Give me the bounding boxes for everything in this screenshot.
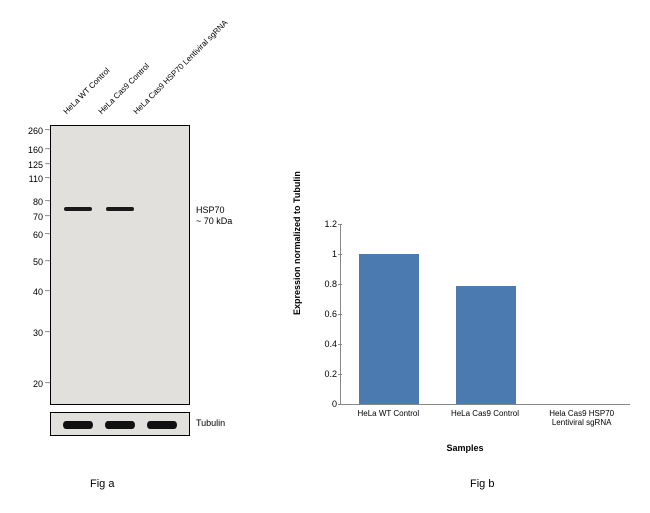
annotation-line: HSP70 — [196, 205, 232, 216]
ladder-mark: 20 — [13, 379, 43, 389]
bar-chart-figure: Expression normalized to Tubulin 00.20.4… — [300, 225, 640, 465]
x-tick-label: HeLa WT Control — [340, 409, 437, 418]
ladder-mark: 260 — [13, 126, 43, 136]
y-tick: 0.6 — [313, 309, 337, 319]
western-blot-figure: HeLa WT ControlHeLa Cas9 ControlHeLa Cas… — [10, 10, 270, 470]
figure-caption-a: Fig a — [90, 478, 114, 490]
y-tick: 0.2 — [313, 369, 337, 379]
y-tick: 1.2 — [313, 219, 337, 229]
tubulin-band-row — [51, 421, 189, 429]
ladder-mark: 110 — [13, 174, 43, 184]
chart-plot-area: 00.20.40.60.811.2 — [340, 225, 630, 405]
ladder-mark: 125 — [13, 160, 43, 170]
ladder-mark: 60 — [13, 230, 43, 240]
tubulin-label: Tubulin — [196, 418, 225, 428]
ladder-mark: 160 — [13, 145, 43, 155]
hsp70-band — [64, 207, 92, 211]
tubulin-band — [105, 421, 135, 429]
ladder-mark: 40 — [13, 287, 43, 297]
y-tick: 0.4 — [313, 339, 337, 349]
blot-membrane-tubulin — [50, 412, 190, 436]
chart-bar — [456, 286, 516, 405]
y-tick: 0.8 — [313, 279, 337, 289]
figure-caption-b: Fig b — [470, 478, 494, 490]
hsp70-band — [106, 207, 134, 211]
y-tick: 0 — [313, 399, 337, 409]
hsp70-band-row — [51, 207, 189, 211]
bars-group — [341, 224, 631, 404]
y-tick: 1 — [313, 249, 337, 259]
ladder-mark: 70 — [13, 212, 43, 222]
lane-labels-group: HeLa WT ControlHeLa Cas9 ControlHeLa Cas… — [58, 10, 208, 120]
ladder-mark: 30 — [13, 328, 43, 338]
annotation-line: ~ 70 kDa — [196, 216, 232, 227]
blot-membrane-main — [50, 125, 190, 405]
band-annotation: HSP70~ 70 kDa — [196, 205, 232, 227]
y-axis-label: Expression normalized to Tubulin — [292, 171, 302, 315]
tubulin-band — [63, 421, 93, 429]
x-tick-label: HeLa Cas9 Control — [437, 409, 534, 418]
tubulin-band — [147, 421, 177, 429]
ladder-mark: 80 — [13, 197, 43, 207]
chart-bar — [359, 254, 419, 404]
x-tick-label: Hela Cas9 HSP70 Lentiviral sgRNA — [533, 409, 630, 427]
ladder-mark: 50 — [13, 257, 43, 267]
x-axis-label: Samples — [300, 443, 630, 453]
